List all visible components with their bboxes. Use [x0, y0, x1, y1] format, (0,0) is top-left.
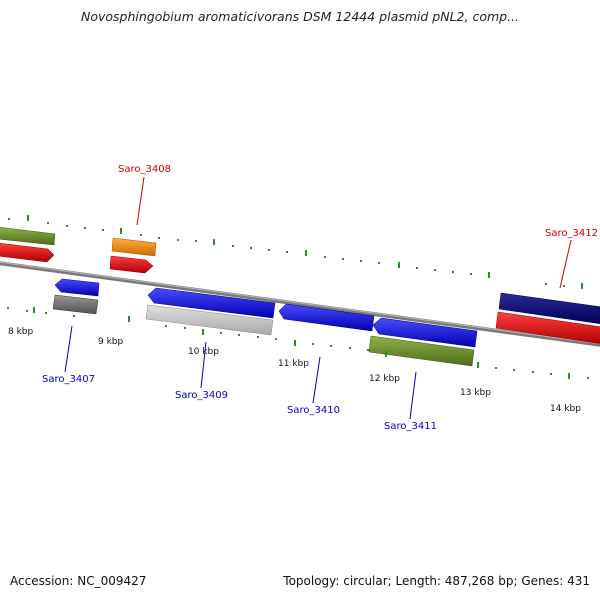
gene-saro-3407-blue[interactable]	[54, 278, 100, 297]
gene-red-left[interactable]	[0, 242, 55, 263]
gene-label-saro-3408[interactable]: Saro_3408	[118, 164, 171, 175]
gene-saro-3412-navy[interactable]	[498, 292, 600, 324]
gene-saro-3411-blue[interactable]	[372, 317, 478, 348]
kbp-label-12: 12 kbp	[369, 374, 400, 384]
map-title: Novosphingobium aromaticivorans DSM 1244…	[80, 9, 520, 24]
kbp-label-13: 13 kbp	[460, 388, 491, 398]
forward-tick-track	[8, 215, 583, 289]
kbp-label-14: 14 kbp	[550, 404, 581, 414]
reverse-genes	[52, 278, 478, 367]
kbp-label-11: 11 kbp	[278, 359, 309, 369]
gene-label-saro-3412[interactable]: Saro_3412	[545, 228, 598, 239]
gene-label-saro-3407[interactable]: Saro_3407	[42, 374, 95, 385]
accession-text: Accession: NC_009427	[10, 574, 147, 588]
gene-gray-left[interactable]	[52, 294, 99, 315]
kbp-label-10: 10 kbp	[188, 347, 219, 357]
gene-saro-3409-blue[interactable]	[147, 287, 276, 319]
gene-saro-3408-orange[interactable]	[111, 237, 157, 257]
gene-label-saro-3409[interactable]: Saro_3409	[175, 390, 228, 401]
topology-summary: Topology: circular; Length: 487,268 bp; …	[283, 574, 590, 588]
gene-olive-left[interactable]	[0, 226, 56, 246]
reverse-leaders	[64, 325, 417, 420]
kbp-tick-track	[7, 307, 589, 379]
gene-red-mid[interactable]	[109, 255, 154, 274]
gene-red-right[interactable]	[495, 311, 600, 344]
gene-lightgray[interactable]	[145, 304, 274, 336]
gene-label-saro-3411[interactable]: Saro_3411	[384, 421, 437, 432]
forward-genes	[0, 226, 600, 344]
forward-leaders	[136, 176, 572, 289]
kbp-label-8: 8 kbp	[8, 327, 34, 337]
gene-label-saro-3410[interactable]: Saro_3410	[287, 405, 340, 416]
gene-saro-3411-olive[interactable]	[368, 335, 475, 367]
kbp-label-9: 9 kbp	[98, 337, 124, 347]
plasmid-backbone	[0, 261, 600, 347]
gene-saro-3410-blue[interactable]	[278, 303, 375, 332]
